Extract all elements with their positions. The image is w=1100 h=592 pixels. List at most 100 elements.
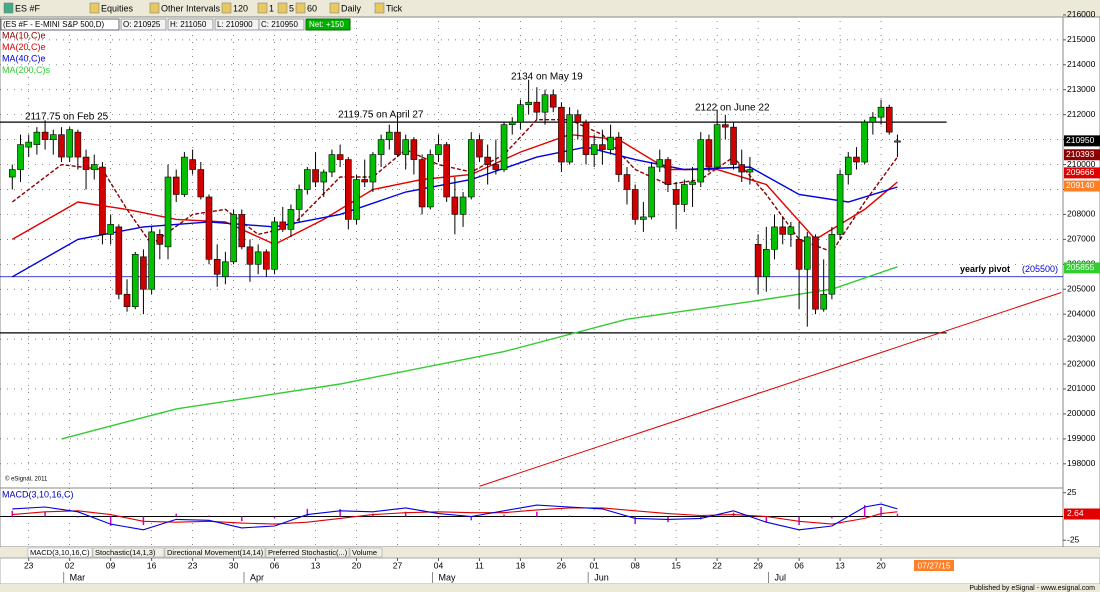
- candle-body: [295, 189, 303, 210]
- toolbar-button[interactable]: [295, 2, 306, 14]
- candle-body: [508, 121, 516, 125]
- toolbar-item[interactable]: Tick: [386, 3, 403, 13]
- candle-body: [181, 156, 188, 195]
- candle-body: [287, 209, 295, 230]
- candle-body: [885, 106, 893, 133]
- annotation: 2122 on June 22: [695, 103, 770, 114]
- toolbar-item[interactable]: Other Intervals: [161, 3, 221, 13]
- candle-body: [812, 236, 819, 310]
- tab-label[interactable]: MACD(3,10,16,C): [30, 548, 90, 557]
- toolbar-button[interactable]: [277, 2, 288, 14]
- candle-body: [131, 254, 139, 307]
- candle-body: [894, 140, 901, 143]
- month-label: Apr: [250, 572, 264, 582]
- toolbar-item[interactable]: Equities: [101, 3, 134, 13]
- candle-body: [672, 189, 680, 205]
- tab[interactable]: [164, 547, 266, 558]
- month-label: May: [438, 572, 456, 582]
- price-tag-label: 205855: [1066, 262, 1095, 272]
- toolbar-item[interactable]: 1: [269, 3, 274, 13]
- tab-label[interactable]: Stochastic(14,1,3): [95, 548, 156, 557]
- toolbar-item[interactable]: Daily: [341, 3, 362, 13]
- candle-body: [861, 121, 868, 163]
- y-tick-label: 199000: [1067, 433, 1096, 443]
- candle-body: [304, 169, 311, 190]
- price-tag-label: 210950: [1066, 135, 1095, 145]
- candle-body: [123, 293, 131, 307]
- month-label: Mar: [70, 572, 86, 582]
- toolbar-item[interactable]: 60: [307, 3, 317, 13]
- candle-body: [361, 179, 369, 183]
- candle-body: [681, 184, 688, 205]
- x-tick-label: 01: [589, 560, 599, 570]
- toolbar-item[interactable]: 120: [233, 3, 248, 13]
- y-tick-label: -25: [1067, 535, 1080, 545]
- candle-body: [664, 159, 672, 185]
- toolbar-button[interactable]: [149, 2, 160, 14]
- toolbar-item[interactable]: ES #F: [15, 3, 41, 13]
- toolbar-button[interactable]: [257, 2, 268, 14]
- tab-label[interactable]: Directional Movement(14,14): [167, 548, 264, 557]
- candle-body: [828, 234, 836, 295]
- candle-body: [771, 226, 778, 250]
- candle-body: [353, 179, 360, 220]
- legend-entry: MA(40,C)e: [2, 53, 46, 63]
- candle-body: [426, 154, 434, 208]
- candle-body: [312, 169, 319, 183]
- candle-body: [844, 156, 852, 175]
- y-tick-label: 212000: [1067, 109, 1096, 119]
- candle-body: [533, 101, 541, 113]
- toolbar-button[interactable]: [89, 2, 100, 14]
- candle-body: [648, 166, 655, 218]
- candle-body: [517, 104, 524, 123]
- x-tick-label: 16: [147, 560, 157, 570]
- candle-body: [410, 139, 418, 160]
- toolbar-button[interactable]: [3, 2, 14, 14]
- candle-body: [148, 231, 155, 290]
- x-tick-label: 20: [876, 560, 886, 570]
- candle-body: [336, 154, 344, 160]
- candle-body: [394, 131, 401, 155]
- legend-entry: MA(10,C)e: [2, 30, 46, 40]
- candle-body: [631, 189, 639, 220]
- ohlc-box: [167, 18, 214, 31]
- y-tick-label: 216000: [1067, 9, 1096, 19]
- candle-body: [877, 106, 885, 118]
- candle-body: [607, 136, 614, 150]
- candle-body: [697, 139, 705, 183]
- x-tick-label: 06: [794, 560, 804, 570]
- candle-body: [345, 159, 352, 220]
- x-tick-label: 02: [65, 560, 75, 570]
- toolbar-button[interactable]: [374, 2, 385, 14]
- x-tick-label: 18: [516, 560, 526, 570]
- candle-body: [599, 144, 606, 150]
- candle-body: [238, 214, 246, 248]
- ohlc-field: H: 211050: [170, 20, 207, 29]
- price-panel: [0, 16, 1064, 489]
- tab[interactable]: [27, 547, 93, 558]
- candle-body: [558, 106, 565, 163]
- x-tick-label: 09: [106, 560, 116, 570]
- x-tick-label: 13: [311, 560, 321, 570]
- toolbar-item[interactable]: 5: [289, 3, 294, 13]
- candle-body: [795, 239, 803, 270]
- macd-tag-label: 2.64: [1067, 508, 1084, 518]
- price-tag-label: 210393: [1066, 149, 1095, 159]
- candle-body: [230, 214, 237, 263]
- tab[interactable]: [265, 547, 350, 558]
- ohlc-field: C: 210950: [261, 20, 298, 29]
- candle-body: [263, 251, 270, 270]
- toolbar-button[interactable]: [329, 2, 340, 14]
- y-tick-label: 198000: [1067, 458, 1096, 468]
- y-tick-label: 201000: [1067, 383, 1096, 393]
- candle-body: [66, 129, 73, 158]
- price-axis: [1062, 16, 1100, 548]
- tab-label[interactable]: Preferred Stochastic(...): [268, 548, 348, 557]
- toolbar-button[interactable]: [221, 2, 232, 14]
- y-tick-label: 203000: [1067, 333, 1096, 343]
- tab[interactable]: [92, 547, 165, 558]
- candle-body: [33, 131, 41, 145]
- tab-label[interactable]: Volume: [352, 548, 377, 557]
- macd-plot: [0, 488, 1063, 547]
- tab[interactable]: [349, 547, 383, 558]
